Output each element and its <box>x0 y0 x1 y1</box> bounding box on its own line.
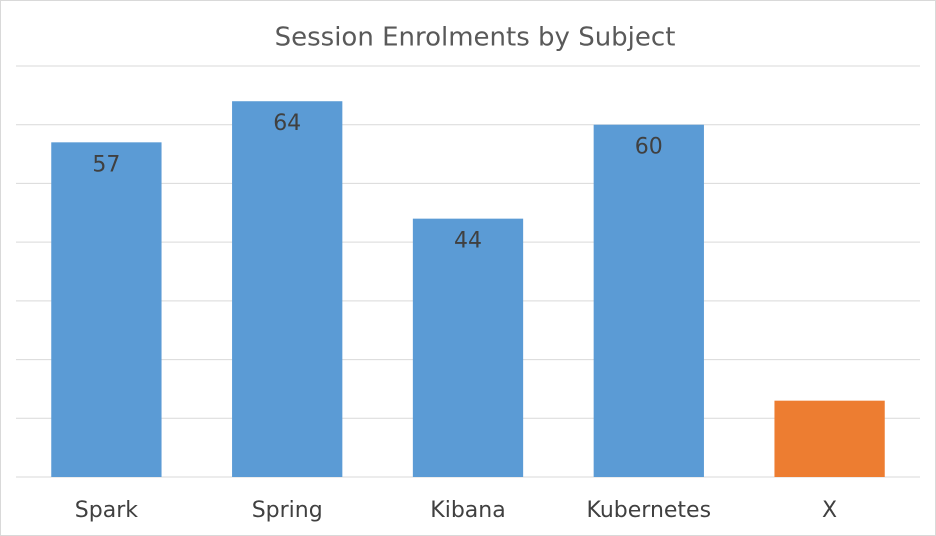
bar <box>51 142 162 478</box>
bar <box>412 218 524 477</box>
x-tick-label: Spring <box>252 498 323 523</box>
bar <box>774 400 885 477</box>
x-tick-label: X <box>822 498 837 523</box>
x-tick-label: Spark <box>75 498 138 523</box>
data-label: 60 <box>635 135 663 160</box>
chart-title: Session Enrolments by Subject <box>275 23 676 53</box>
bar <box>593 124 704 477</box>
bar <box>232 101 343 477</box>
data-label: 44 <box>454 229 482 254</box>
data-label: 57 <box>92 152 120 177</box>
data-label: 64 <box>273 111 301 136</box>
x-tick-label: Kibana <box>430 498 505 523</box>
x-tick-label: Kubernetes <box>587 498 712 523</box>
